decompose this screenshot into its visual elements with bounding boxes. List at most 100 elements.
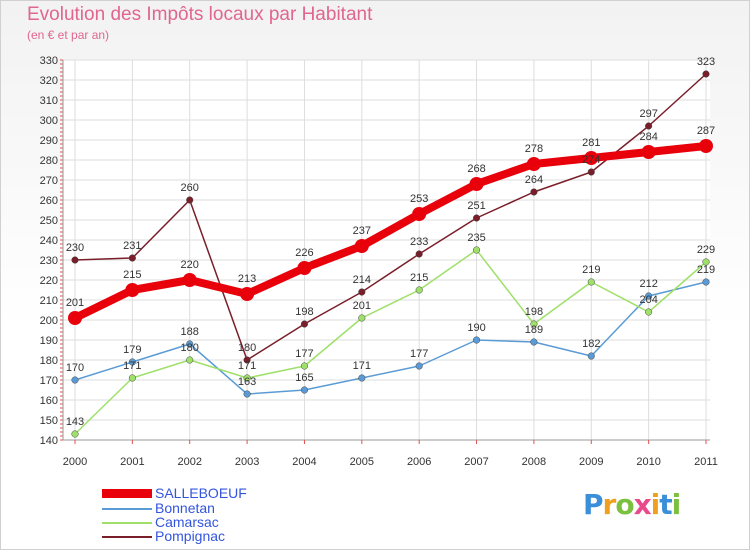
legend-swatch-bonnetan: [102, 507, 152, 510]
data-label-salleboeuf: 226: [295, 247, 313, 259]
y-tick-label: 210: [40, 295, 58, 307]
legend-item-pompignac: Pompignac: [102, 529, 225, 544]
y-tick-label: 220: [40, 275, 58, 287]
x-tick-label: 2007: [464, 456, 488, 468]
x-tick-label: 2001: [120, 456, 144, 468]
legend-swatch-salleboeuf: [102, 489, 152, 498]
data-label-salleboeuf: 237: [353, 225, 371, 237]
data-label-camarsac: 215: [410, 272, 428, 284]
logo-letter: P: [583, 488, 604, 521]
data-point-bonnetan: [472, 336, 481, 344]
y-tick-label: 240: [40, 235, 58, 247]
series-line-pompignac: [74, 73, 707, 361]
data-label-pompignac: 251: [467, 200, 485, 212]
data-point-camarsac: [128, 374, 136, 382]
data-label-pompignac: 180: [238, 342, 256, 354]
data-label-pompignac: 231: [123, 240, 141, 252]
data-point-salleboeuf: [584, 151, 599, 165]
plot-area: [63, 60, 710, 440]
data-point-pompignac: [645, 122, 653, 130]
data-point-camarsac: [472, 246, 481, 254]
series-line-bonnetan: [74, 281, 707, 395]
data-point-pompignac: [587, 168, 595, 176]
data-point-pompignac: [186, 196, 194, 204]
data-point-pompignac: [358, 288, 366, 296]
data-point-pompignac: [530, 188, 538, 196]
data-point-camarsac: [71, 430, 79, 438]
data-point-salleboeuf: [68, 311, 82, 325]
data-label-bonnetan: 170: [66, 362, 84, 374]
data-label-bonnetan: 177: [410, 348, 428, 360]
logo-letter: t: [659, 488, 672, 521]
logo-letter: i: [650, 488, 661, 521]
data-label-salleboeuf: 253: [410, 193, 428, 205]
data-label-salleboeuf: 278: [525, 143, 543, 155]
data-label-bonnetan: 188: [181, 326, 199, 338]
data-point-bonnetan: [702, 278, 710, 286]
y-tick-label: 290: [40, 135, 58, 147]
x-tick-label: 2000: [63, 456, 87, 468]
data-point-salleboeuf: [526, 157, 541, 171]
y-tick-label: 280: [40, 155, 58, 167]
y-tick-label: 260: [40, 195, 58, 207]
chart-title: Evolution des Impôts locaux par Habitant: [27, 4, 373, 25]
data-label-salleboeuf: 284: [639, 131, 657, 143]
data-point-camarsac: [530, 320, 538, 328]
data-point-salleboeuf: [469, 177, 484, 191]
data-label-camarsac: 143: [66, 416, 84, 428]
data-point-salleboeuf: [641, 145, 656, 159]
data-point-camarsac: [415, 286, 423, 294]
x-tick-label: 2008: [522, 456, 546, 468]
data-label-camarsac: 235: [467, 232, 485, 244]
y-tick-label: 300: [40, 115, 58, 127]
x-tick-label: 2006: [407, 456, 431, 468]
data-label-bonnetan: 190: [467, 322, 485, 334]
data-point-camarsac: [702, 258, 710, 266]
data-point-bonnetan: [587, 352, 595, 360]
legend-label-pompignac: Pompignac: [155, 528, 226, 544]
data-label-bonnetan: 165: [295, 372, 313, 384]
data-point-salleboeuf: [699, 139, 713, 153]
data-label-bonnetan: 182: [582, 338, 600, 350]
data-point-camarsac: [243, 374, 251, 382]
data-label-camarsac: 229: [697, 244, 715, 256]
y-tick-label: 330: [40, 55, 58, 67]
data-point-bonnetan: [300, 386, 309, 394]
y-tick-label: 230: [40, 255, 58, 267]
data-point-pompignac: [702, 70, 710, 78]
data-label-salleboeuf: 281: [582, 137, 600, 149]
data-label-pompignac: 260: [181, 182, 199, 194]
data-label-pompignac: 323: [697, 56, 715, 68]
y-tick-label: 160: [40, 395, 58, 407]
x-tick-label: 2002: [177, 456, 201, 468]
data-label-bonnetan: 189: [525, 324, 543, 336]
data-point-camarsac: [358, 314, 366, 322]
data-point-pompignac: [415, 250, 423, 258]
data-label-pompignac: 230: [66, 242, 84, 254]
legend-item-salleboeuf: SALLEBOEUF: [102, 486, 247, 501]
data-label-bonnetan: 179: [123, 344, 141, 356]
data-point-bonnetan: [530, 338, 538, 346]
legend-label-salleboeuf: SALLEBOEUF: [155, 485, 247, 501]
y-tick-label: 140: [40, 435, 58, 447]
data-point-bonnetan: [415, 362, 423, 370]
data-point-pompignac: [71, 256, 79, 264]
logo-letter: r: [602, 488, 617, 521]
proxiti-logo: Proxiti: [583, 488, 681, 521]
data-point-camarsac: [645, 308, 653, 316]
data-label-pompignac: 264: [525, 174, 543, 186]
legend-item-bonnetan: Bonnetan: [102, 501, 215, 516]
data-point-salleboeuf: [182, 273, 197, 287]
legend-item-camarsac: Camarsac: [102, 515, 219, 530]
x-tick-label: 2011: [694, 456, 718, 468]
x-tick-label: 2009: [579, 456, 603, 468]
data-point-camarsac: [587, 278, 595, 286]
data-point-salleboeuf: [125, 283, 140, 297]
data-label-camarsac: 177: [295, 348, 313, 360]
data-label-bonnetan: 163: [238, 376, 256, 388]
data-point-bonnetan: [243, 390, 251, 398]
data-label-camarsac: 171: [238, 360, 256, 372]
data-label-pompignac: 233: [410, 236, 428, 248]
data-point-bonnetan: [128, 358, 136, 366]
